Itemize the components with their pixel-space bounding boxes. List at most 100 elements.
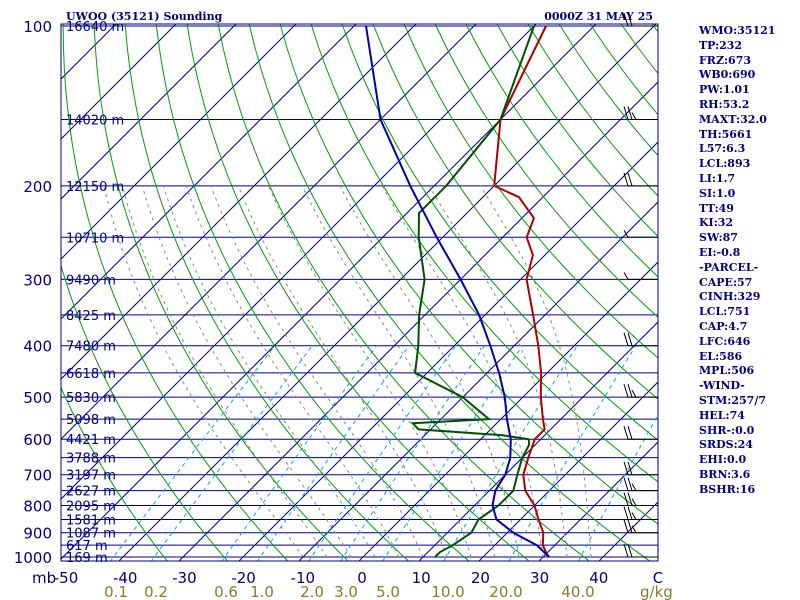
index-row: LCL:893 <box>699 157 751 171</box>
index-row: SW:87 <box>699 231 738 245</box>
mixing-ratio-tick-label: 20.0 <box>489 583 522 600</box>
index-row: CAP:4.7 <box>699 319 748 333</box>
mixing-ratio-unit-label: g/kg <box>640 583 673 600</box>
pressure-tick-label: 600 <box>23 431 52 449</box>
temperature-tick-label: -20 <box>231 569 256 587</box>
stability-indices-panel: WMO:35121 TP:232 FRZ:673 WB0:690 PW:1.01 RH:5… <box>699 24 799 498</box>
dry-adiabat-line <box>465 24 658 278</box>
height-label: 4421 m <box>66 433 116 448</box>
dry-adiabat-line <box>62 24 289 561</box>
index-row: EL:586 <box>699 349 743 363</box>
index-row: LFC:646 <box>699 334 751 348</box>
wind-barb-flag <box>627 384 633 398</box>
height-label: 1087 m <box>66 527 116 542</box>
pressure-tick-label: 700 <box>23 467 52 485</box>
height-label: 6618 m <box>66 367 116 382</box>
pressure-tick-label: 1000 <box>14 549 52 567</box>
wind-barb-flag <box>623 461 629 475</box>
wind-barb-flag <box>623 426 629 440</box>
chart-grid <box>61 24 658 561</box>
moist-adiabat-line <box>268 185 472 558</box>
isotherm-line <box>61 24 297 260</box>
isotherm-line <box>178 81 658 561</box>
wind-barb-flag <box>631 512 637 520</box>
index-row: BRN:3.6 <box>699 467 751 481</box>
index-row: FRZ:673 <box>699 53 752 67</box>
height-label: 14020 m <box>66 114 124 129</box>
mixing-ratio-line <box>508 345 637 561</box>
moist-adiabat-line <box>103 185 304 558</box>
wind-barb-flag <box>623 272 629 280</box>
mixing-ratio-tick-label: 3.0 <box>334 583 358 600</box>
moist-adiabat-line <box>210 185 424 558</box>
isotherm-line <box>61 24 177 140</box>
wind-barb-flag <box>627 461 633 475</box>
dry-adiabat-line <box>310 24 658 483</box>
index-row: HEL:74 <box>699 408 745 422</box>
wind-barb-flag <box>631 498 637 506</box>
wind-barb-flag <box>631 389 637 398</box>
moist-adiabat-line <box>162 185 376 558</box>
temperature-tick-label: 10 <box>412 569 431 587</box>
dry-adiabat-line <box>248 24 651 561</box>
pressure-tick-label: 800 <box>23 498 52 516</box>
height-label: 169 m <box>66 551 108 566</box>
plot-frame <box>60 23 659 562</box>
height-label: 9490 m <box>66 273 116 288</box>
wind-barb-flag <box>623 384 629 398</box>
isotherm-line <box>61 24 357 320</box>
dry-adiabat-line <box>279 24 658 525</box>
wind-barb-flag <box>627 332 633 346</box>
wind-barb-flag <box>623 106 629 120</box>
mixing-ratio-line <box>340 345 485 561</box>
sounding-time: 0000Z 31 MAY 25 <box>544 10 653 23</box>
isotherm-line <box>61 24 537 500</box>
pressure-tick-label: 100 <box>23 18 52 36</box>
wind-barb-flag <box>623 332 629 346</box>
temperature-tick-label: -10 <box>291 569 316 587</box>
height-label: 8425 m <box>66 309 116 324</box>
wind-barb-flag <box>627 477 633 491</box>
height-label: 5098 m <box>66 413 116 428</box>
wind-barb-flag <box>623 492 629 506</box>
isotherm-line <box>538 441 658 561</box>
index-row: -PARCEL- <box>699 260 759 274</box>
height-label: 5830 m <box>66 391 116 406</box>
mixing-ratio-line <box>308 345 457 561</box>
height-label: 3197 m <box>66 469 116 484</box>
index-row: TP:232 <box>699 38 743 52</box>
wind-barb-flag <box>627 543 633 558</box>
mixing-ratio-tick-label: 2.0 <box>300 583 324 600</box>
dewpoint-trace <box>410 25 535 558</box>
wind-barb-flag <box>623 519 629 533</box>
wind-barb-flag <box>627 519 633 533</box>
index-row: WMO:35121 <box>699 24 776 37</box>
mixing-ratio-tick-label: 10.0 <box>431 583 464 600</box>
mixing-ratio-line <box>221 345 378 561</box>
height-label: 12150 m <box>66 180 124 195</box>
wind-barb-flag <box>631 112 637 120</box>
mixing-ratio-line <box>256 345 410 561</box>
dry-adiabat-line <box>403 24 658 359</box>
isotherm-line <box>61 24 237 200</box>
wind-barb-flag <box>623 172 629 186</box>
parcel-trace <box>365 25 550 558</box>
index-row: RH:53.2 <box>699 97 750 111</box>
isotherm-line <box>61 24 597 560</box>
isotherm-line <box>118 24 657 561</box>
pressure-unit-label: mb <box>32 569 56 587</box>
moist-adiabat-line <box>237 185 448 558</box>
wind-barb-flag <box>623 506 629 520</box>
height-label: 2095 m <box>66 500 116 515</box>
dry-adiabat-line <box>434 24 658 318</box>
mixing-ratio-tick-label: 0.2 <box>144 583 168 600</box>
mixing-ratio-line <box>443 345 578 561</box>
isotherm-line <box>358 261 658 561</box>
mixing-ratio-tick-label: 5.0 <box>376 583 400 600</box>
isotherm-line <box>61 24 417 380</box>
moist-adiabat-line <box>122 185 328 558</box>
pressure-tick-label: 300 <box>23 271 52 289</box>
station-title: UWOO (35121) Sounding <box>66 10 223 23</box>
